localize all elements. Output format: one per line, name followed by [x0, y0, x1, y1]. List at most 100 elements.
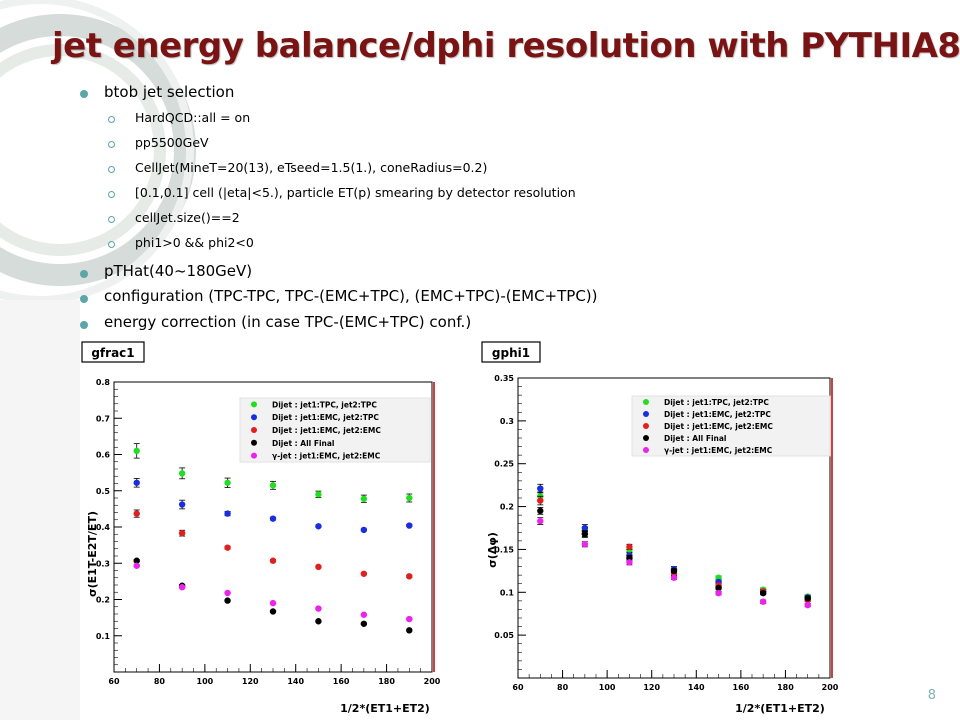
data-point: [804, 601, 811, 609]
y-tick-label: 0.1: [500, 588, 515, 597]
data-point: [269, 515, 277, 522]
data-point: [178, 470, 186, 477]
data-point: [804, 595, 811, 602]
data-point: [269, 482, 277, 489]
legend-entry: Dijet : jet1:EMC, jet2:EMC: [272, 426, 381, 435]
data-point: [315, 523, 322, 530]
x-axis-label: 1/2*(ET1+ET2): [735, 702, 825, 715]
data-point: [406, 627, 413, 634]
bullet-dot: [80, 90, 88, 98]
data-point: [581, 530, 589, 538]
bullet-item: configuration (TPC-TPC, TPC-(EMC+TPC), (…: [104, 287, 598, 305]
y-tick-label: 0.3: [500, 417, 514, 426]
data-point: [224, 544, 231, 551]
data-point: [269, 557, 277, 564]
data-point: [715, 589, 722, 597]
data-point: [670, 574, 678, 581]
legend-entry: Dijet : All Final: [664, 434, 726, 443]
data-point: [670, 567, 678, 575]
y-axis-label: σ(E1T-E2T/ET): [86, 511, 99, 597]
data-point: [178, 583, 186, 591]
y-tick-label: 0.3: [96, 559, 110, 568]
legend-entry: Dijet : jet1:TPC, jet2:TPC: [664, 398, 769, 407]
data-point: [133, 447, 140, 455]
legend-marker: [251, 401, 257, 408]
x-tick-label: 80: [557, 683, 569, 692]
data-point: [581, 524, 589, 532]
legend-entry: Dijet : jet1:TPC, jet2:TPC: [272, 400, 377, 409]
data-point: [537, 485, 544, 492]
sub-bullet-ring: [108, 116, 115, 123]
data-point: [269, 599, 277, 607]
data-point: [360, 495, 368, 502]
x-tick-label: 60: [512, 683, 524, 692]
x-tick-label: 100: [599, 683, 616, 692]
legend-entry: Dijet : jet1:EMC, jet2:TPC: [664, 410, 771, 419]
bullet-item: pTHat(40~180GeV): [104, 262, 253, 280]
chart-title: gfrac1: [91, 346, 134, 360]
data-point: [360, 620, 368, 627]
x-tick-label: 160: [733, 683, 750, 692]
data-point: [537, 497, 544, 504]
data-point: [406, 573, 413, 580]
data-point: [224, 510, 231, 517]
gphi1-chart: gphi1 σ(Δφ) 1/2*(ET1+ET2) 0.05 0.1 0.15 0.2…: [481, 341, 839, 715]
x-tick-label: 120: [242, 677, 259, 686]
bullet-dot: [80, 270, 88, 278]
data-point: [360, 526, 368, 534]
legend-marker: [251, 452, 257, 459]
x-tick-label: 180: [777, 683, 794, 692]
legend-marker: [643, 411, 649, 417]
y-tick-label: 0.2: [96, 596, 110, 605]
sub-bullet-ring: [108, 191, 115, 198]
data-point: [133, 479, 140, 486]
data-point: [133, 557, 140, 564]
x-tick-label: 120: [643, 683, 660, 692]
legend-entry: Dijet : jet1:EMC, jet2:TPC: [272, 413, 379, 422]
data-point: [315, 563, 322, 571]
legend-entry: Dijet : All Final: [272, 439, 334, 448]
y-tick-label: 0.25: [494, 460, 514, 469]
x-tick-label: 140: [688, 683, 705, 692]
data-point: [626, 559, 633, 566]
y-tick-label: 0.5: [96, 487, 111, 496]
data-point: [224, 597, 231, 604]
data-point: [715, 584, 722, 592]
legend-marker: [251, 439, 257, 446]
sub-bullet-ring: [108, 166, 115, 173]
y-tick-label: 0.05: [494, 631, 514, 640]
x-tick-label: 80: [154, 677, 166, 686]
data-point: [406, 615, 413, 623]
chart-panel-gfrac1: gfrac1 σ(E1T-E2T/ET) 1/2*(ET1+ET2) 0.1 0.…: [80, 340, 441, 718]
sub-bullet-item: HardQCD::all = on: [135, 110, 251, 125]
legend-marker: [643, 423, 649, 429]
legend-marker: [643, 399, 649, 405]
gfrac1-chart: gfrac1 σ(E1T-E2T/ET) 1/2*(ET1+ET2) 0.1 0.…: [81, 341, 441, 715]
data-point: [360, 611, 368, 618]
data-point: [224, 479, 231, 486]
data-point: [406, 522, 413, 529]
legend-entry: Dijet : jet1:EMC, jet2:EMC: [664, 422, 773, 431]
bullet-dot: [80, 295, 88, 303]
y-tick-label: 0.6: [96, 451, 111, 460]
chart-panel-gphi1: gphi1 σ(Δφ) 1/2*(ET1+ET2) 0.05 0.1 0.15 0.2…: [480, 340, 840, 718]
data-point: [178, 501, 186, 508]
y-tick-label: 0.15: [494, 545, 514, 554]
y-tick-label: 0.4: [96, 523, 111, 532]
data-point: [315, 618, 322, 625]
y-tick-label: 0.1: [96, 632, 111, 641]
data-point: [759, 589, 767, 597]
bullet-dot: [80, 321, 88, 329]
decorative-arcs: [0, 0, 196, 720]
sub-bullet-item: pp5500GeV: [135, 135, 209, 150]
data-point: [224, 589, 231, 597]
x-tick-label: 140: [287, 677, 304, 686]
bullet-item: energy correction (in case TPC-(EMC+TPC)…: [104, 313, 472, 331]
x-tick-label: 200: [424, 677, 440, 686]
legend-entry: γ-jet : jet1:EMC, jet2:EMC: [272, 452, 381, 461]
legend-marker: [643, 447, 649, 453]
y-tick-label: 0.8: [96, 378, 111, 387]
x-tick-label: 60: [108, 677, 120, 686]
data-point: [133, 510, 140, 517]
legend-box: [631, 395, 831, 457]
